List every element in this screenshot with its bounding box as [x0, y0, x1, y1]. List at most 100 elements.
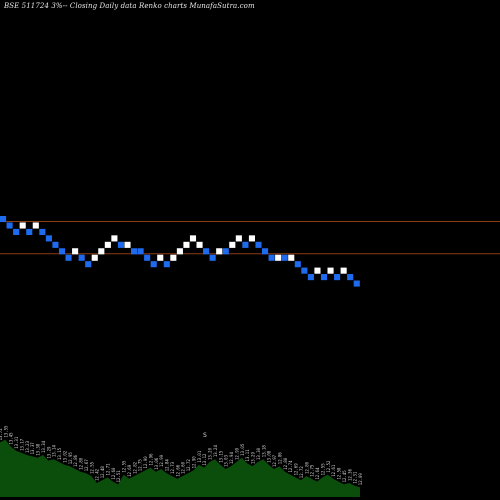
volume-price-label: 12.94 [229, 452, 234, 465]
renko-brick-up [229, 241, 236, 248]
renko-brick-up [72, 248, 79, 255]
volume-price-label: 12.61 [331, 464, 336, 477]
renko-brick-down [307, 274, 314, 281]
volume-price-label: 12.73 [170, 461, 175, 474]
renko-brick-down [242, 241, 249, 248]
volume-price-label: 12.99 [234, 447, 239, 460]
renko-brick-down [58, 248, 66, 255]
renko-brick-down [6, 222, 13, 229]
volume-price-label: 12.67 [84, 459, 89, 472]
volume-price-label: 12.48 [100, 466, 105, 479]
volume-price-label: 13.45 [9, 432, 14, 445]
volume-price-label: 13.72 [0, 428, 3, 441]
volume-price-label: 13.34 [41, 440, 46, 453]
volume-price-label: 12.66 [175, 464, 180, 477]
renko-brick-up [340, 267, 347, 274]
level-lines [0, 221, 500, 255]
renko-brick-down [281, 254, 288, 261]
renko-brick-up [170, 254, 177, 261]
renko-brick-down [0, 216, 7, 223]
renko-brick-down [222, 248, 229, 255]
volume-price-label: 13.05 [240, 443, 245, 456]
volume-price-label: 13.02 [63, 450, 68, 463]
volume-price-label: 13.30 [256, 447, 261, 460]
volume-price-label: 13.38 [36, 443, 41, 456]
renko-brick-up [216, 248, 223, 255]
renko-brick-up [124, 241, 131, 248]
renko-brick-down [144, 254, 151, 261]
volume-price-label: 12.74 [288, 460, 293, 473]
renko-brick-down [163, 261, 170, 268]
volume-price-label: 13.15 [57, 447, 62, 460]
renko-brick-up [327, 267, 334, 274]
volume-price-label: 12.09 [358, 473, 363, 486]
volume-price-label: 12.80 [304, 461, 309, 474]
volume-price-label: 12.58 [337, 467, 342, 480]
renko-brick-up [32, 222, 39, 229]
volume-price-label: 12.72 [299, 466, 304, 479]
volume-price-label: 12.71 [106, 463, 111, 476]
renko-brick-up [183, 241, 190, 248]
volume-price-label: 12.80 [283, 457, 288, 470]
volume-price-label: 12.55 [320, 463, 325, 476]
renko-brick-down [301, 267, 308, 274]
renko-brick-up [111, 235, 118, 242]
volume-price-label: 12.80 [79, 457, 84, 470]
volume-price-label: 13.17 [20, 438, 25, 451]
renko-brick-down [262, 248, 269, 255]
volume-price-label: 12.95 [68, 452, 73, 465]
volume-price-label: 12.84 [165, 459, 170, 472]
renko-brick-up [314, 267, 321, 274]
volume-price-label: 12.90 [143, 456, 148, 469]
volume-price-label: 12.55 [89, 461, 94, 474]
volume-price-label: 12.97 [272, 454, 277, 467]
renko-brick-down [85, 261, 92, 268]
renko-brick-down [117, 241, 124, 248]
volume-annotation: S [203, 432, 207, 439]
volume-price-label: 13.15 [218, 450, 223, 463]
renko-bricks [0, 216, 360, 287]
renko-brick-down [26, 228, 33, 235]
renko-brick-up [235, 235, 242, 242]
volume-price-label: 12.60 [111, 467, 116, 480]
volume-price-label: 13.23 [25, 440, 30, 453]
volume-price-label: 13.24 [213, 445, 218, 458]
volume-price-label: 12.42 [95, 468, 100, 481]
renko-brick-down [353, 280, 360, 287]
volume-price-label: 13.03 [224, 454, 229, 467]
volume-price-label: 12.86 [73, 454, 78, 467]
volume-price-label: 12.60 [181, 461, 186, 474]
volume-price-label: 12.52 [326, 460, 331, 473]
renko-brick-down [131, 248, 138, 255]
renko-brick-down [268, 254, 275, 261]
volume-price-label: 12.55 [122, 460, 127, 473]
volume-price-label: 12.72 [186, 459, 191, 472]
renko-brick-up [248, 235, 255, 242]
renko-brick-up [104, 241, 111, 248]
volume-price-label: 13.01 [197, 450, 202, 463]
volume-price-label: 12.99 [159, 454, 164, 467]
renko-brick-up [98, 248, 105, 255]
volume-price-label: 12.51 [116, 470, 121, 483]
renko-brick-down [209, 254, 216, 261]
volume-price-label: 13.31 [14, 436, 19, 449]
renko-brick-up [189, 235, 197, 242]
volume-price-label: 12.75 [310, 464, 315, 477]
volume-price-label: 13.18 [261, 445, 266, 458]
volume-price-label: 12.69 [294, 463, 299, 476]
renko-brick-down [255, 241, 262, 248]
renko-brick-down [45, 235, 52, 242]
volume-price-label: 12.36 [347, 468, 352, 481]
renko-brick-up [157, 254, 164, 261]
volume-price-label: 12.69 [127, 464, 132, 477]
volume-price-label: 12.64 [315, 467, 320, 480]
renko-brick-down [203, 248, 210, 255]
volume-price-label: 13.29 [251, 452, 256, 465]
renko-brick-down [78, 254, 85, 261]
volume-price-label: 13.12 [202, 453, 207, 466]
volume-price-label: 12.90 [191, 456, 196, 469]
renko-brick-up [275, 254, 282, 261]
volume-price-label: 12.45 [342, 470, 347, 483]
